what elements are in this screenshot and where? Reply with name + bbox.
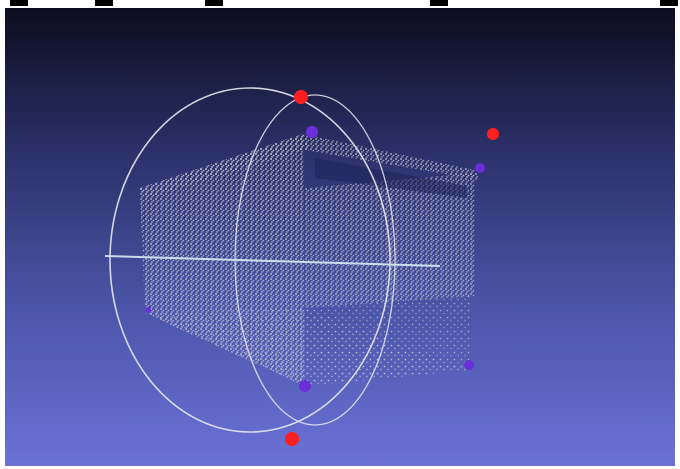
purple-marker-bottom bbox=[299, 380, 311, 392]
scene-canvas[interactable] bbox=[5, 8, 675, 466]
title-glyph bbox=[660, 0, 678, 6]
point-cloud-top-face bbox=[303, 134, 480, 180]
cropped-title-strip bbox=[0, 0, 680, 8]
point-cloud-right-face bbox=[305, 173, 475, 308]
title-glyph bbox=[430, 0, 448, 6]
red-marker-bottom bbox=[285, 432, 299, 446]
title-glyph bbox=[95, 0, 113, 6]
trackball-horizontal-axis bbox=[104, 255, 441, 267]
3d-viewport[interactable] bbox=[5, 8, 675, 466]
point-cloud-box[interactable] bbox=[140, 134, 480, 386]
title-glyph bbox=[10, 0, 28, 6]
title-glyph bbox=[205, 0, 223, 6]
point-cloud-top-left-edge bbox=[140, 134, 310, 198]
purple-marker-far-bottom bbox=[464, 360, 474, 370]
purple-marker-top bbox=[306, 126, 318, 138]
purple-marker-right bbox=[475, 163, 485, 173]
point-cloud-opening bbox=[315, 158, 467, 198]
red-marker-right bbox=[487, 128, 499, 140]
point-cloud-far-face bbox=[305, 296, 470, 386]
control-markers[interactable] bbox=[145, 90, 499, 446]
red-marker-top bbox=[294, 90, 308, 104]
trackball-vertical-ring bbox=[109, 87, 391, 433]
trackball[interactable] bbox=[104, 87, 441, 433]
purple-marker-left bbox=[145, 307, 151, 313]
